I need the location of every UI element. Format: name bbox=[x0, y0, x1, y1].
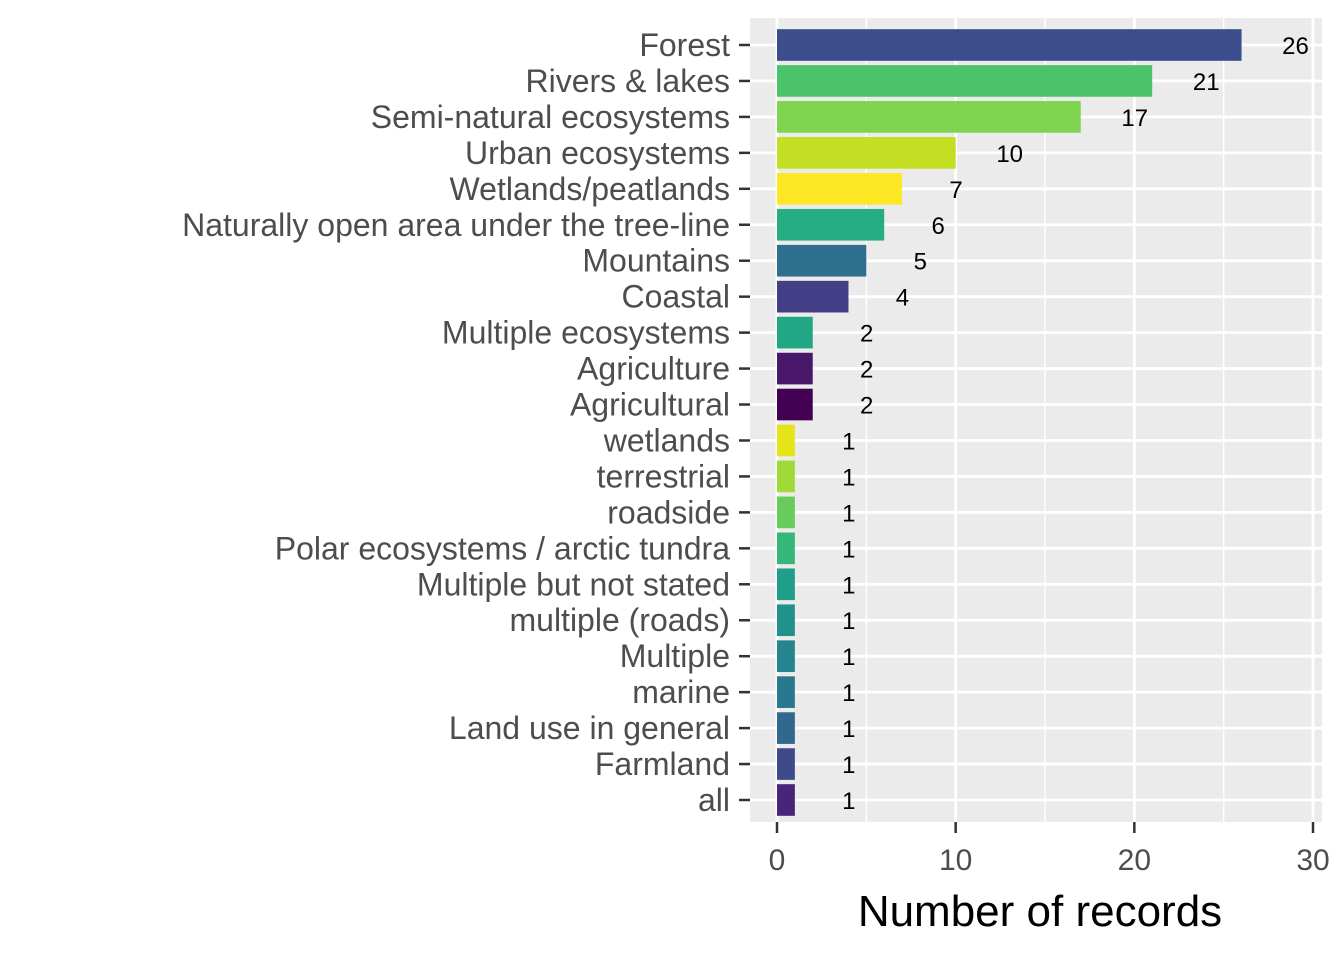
bar-value-label: 1 bbox=[842, 716, 855, 743]
y-tick-label: Semi-natural ecosystems bbox=[371, 99, 730, 135]
x-tick-label: 20 bbox=[1118, 844, 1151, 877]
bar-value-label: 1 bbox=[842, 788, 855, 815]
bar bbox=[777, 101, 1081, 133]
y-tick-label: Multiple ecosystems bbox=[442, 315, 730, 351]
bar bbox=[777, 712, 795, 744]
y-tick-label: Farmland bbox=[595, 746, 730, 782]
bar-value-label: 17 bbox=[1121, 105, 1148, 132]
x-tick-label: 0 bbox=[769, 844, 786, 877]
y-tick-label: wetlands bbox=[603, 422, 730, 458]
y-tick-label: Polar ecosystems / arctic tundra bbox=[275, 530, 730, 566]
y-tick-label: Wetlands/peatlands bbox=[450, 171, 730, 207]
bar bbox=[777, 352, 813, 385]
bar-value-label: 6 bbox=[932, 213, 945, 240]
y-tick-label: Coastal bbox=[622, 279, 731, 315]
y-tick-label: Urban ecosystems bbox=[465, 135, 730, 171]
bar bbox=[777, 496, 795, 529]
bar bbox=[777, 676, 795, 708]
x-axis-title: Number of records bbox=[858, 887, 1222, 936]
y-tick-label: Multiple bbox=[620, 638, 730, 674]
y-tick-label: Agriculture bbox=[577, 351, 730, 387]
y-tick-label: multiple (roads) bbox=[509, 602, 730, 638]
y-tick-label: roadside bbox=[607, 494, 730, 530]
bar bbox=[777, 280, 849, 313]
bar-value-label: 10 bbox=[996, 141, 1023, 168]
bar bbox=[777, 532, 795, 565]
bar bbox=[777, 424, 795, 457]
bar-value-label: 1 bbox=[842, 608, 855, 635]
bar bbox=[777, 604, 795, 637]
bar bbox=[777, 29, 1242, 61]
bar bbox=[777, 640, 795, 673]
bars bbox=[777, 29, 1242, 816]
bar bbox=[777, 568, 795, 601]
bar bbox=[777, 244, 867, 277]
x-tick-label: 30 bbox=[1296, 844, 1329, 877]
bar bbox=[777, 460, 795, 493]
bar-value-label: 5 bbox=[914, 249, 927, 276]
x-axis: 0 10 20 30 bbox=[769, 822, 1330, 877]
bar-value-label: 1 bbox=[842, 680, 855, 707]
bar bbox=[777, 137, 956, 169]
bar bbox=[777, 172, 903, 205]
y-tick-label: Multiple but not stated bbox=[417, 566, 730, 602]
bar-value-label: 2 bbox=[860, 357, 873, 384]
bar-value-label: 7 bbox=[949, 177, 962, 204]
bar bbox=[777, 65, 1153, 97]
bar-value-label: 1 bbox=[842, 464, 855, 491]
bar bbox=[777, 784, 795, 816]
y-tick-label: Naturally open area under the tree-line bbox=[182, 207, 730, 243]
bar bbox=[777, 748, 795, 780]
y-tick-label: Rivers & lakes bbox=[526, 63, 731, 99]
bar-value-label: 1 bbox=[842, 644, 855, 671]
y-tick-label: Land use in general bbox=[449, 710, 730, 746]
y-tick-label: terrestrial bbox=[597, 458, 730, 494]
bar-value-label: 2 bbox=[860, 321, 873, 348]
bar-value-label: 26 bbox=[1282, 33, 1309, 60]
bar bbox=[777, 388, 813, 421]
bar-value-label: 1 bbox=[842, 752, 855, 779]
bar-value-label: 1 bbox=[842, 572, 855, 599]
bar-value-label: 1 bbox=[842, 500, 855, 527]
y-tick-label: all bbox=[698, 782, 730, 818]
bar-value-label: 1 bbox=[842, 536, 855, 563]
bar bbox=[777, 316, 813, 349]
bar-value-label: 21 bbox=[1193, 69, 1220, 96]
y-tick-label: Agricultural bbox=[570, 387, 730, 423]
bar bbox=[777, 208, 885, 241]
x-tick-label: 10 bbox=[939, 844, 972, 877]
y-tick-label: marine bbox=[632, 674, 730, 710]
bar-value-label: 1 bbox=[842, 428, 855, 455]
bar-value-label: 2 bbox=[860, 393, 873, 420]
y-tick-label: Forest bbox=[639, 27, 730, 63]
bar-value-label: 4 bbox=[896, 285, 909, 312]
y-tick-label: Mountains bbox=[582, 243, 730, 279]
